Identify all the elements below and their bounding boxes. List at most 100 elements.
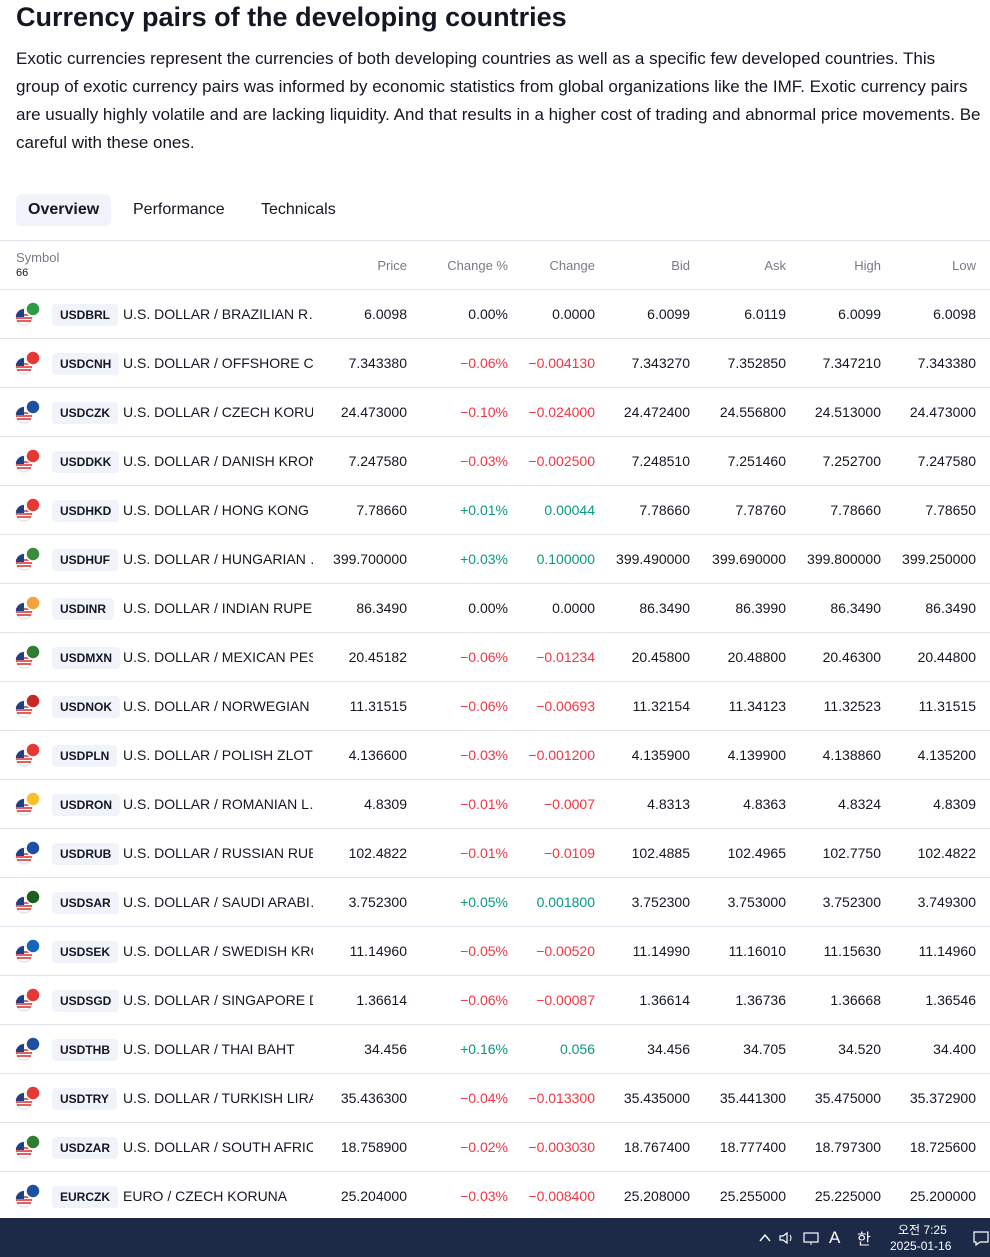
table-row[interactable]: USDBRL U.S. DOLLAR / BRAZILIAN R… 6.0098 0.… <box>0 289 990 339</box>
table-row[interactable]: USDTHB U.S. DOLLAR / THAI BAHT 34.456 +0.16… <box>0 1024 990 1074</box>
ticker-badge[interactable]: USDZAR <box>52 1137 118 1159</box>
flag-icon <box>15 1183 41 1208</box>
table-row[interactable]: USDCZK U.S. DOLLAR / CZECH KORU… 24.473000… <box>0 387 990 437</box>
value-cell: 35.441300 <box>719 1090 786 1106</box>
ticker-badge[interactable]: USDNOK <box>52 696 121 718</box>
symbol-count: 66 <box>16 267 29 279</box>
ticker-badge[interactable]: EURCZK <box>52 1186 118 1208</box>
table-row[interactable]: USDHKD U.S. DOLLAR / HONG KONG … 7.78660 +0… <box>0 485 990 535</box>
ticker-badge[interactable]: USDRUB <box>52 843 120 865</box>
value-cell: 1.36668 <box>830 992 881 1008</box>
value-cell: 20.44800 <box>917 649 976 665</box>
value-cell: 35.435000 <box>623 1090 690 1106</box>
pair-name: U.S. DOLLAR / THAI BAHT <box>123 1041 295 1057</box>
value-cell: 3.752300 <box>348 894 407 910</box>
pair-name: U.S. DOLLAR / SOUTH AFRIC… <box>123 1139 313 1155</box>
ticker-badge[interactable]: USDHUF <box>52 549 118 571</box>
value-cell: 20.45800 <box>631 649 690 665</box>
ticker-badge[interactable]: USDRON <box>52 794 121 816</box>
ticker-badge[interactable]: USDSAR <box>52 892 119 914</box>
flag-icon <box>15 350 41 375</box>
table-row[interactable]: USDZAR U.S. DOLLAR / SOUTH AFRIC… 18.75890… <box>0 1122 990 1172</box>
value-cell: −0.10% <box>460 404 508 420</box>
value-cell: 7.78660 <box>356 502 407 518</box>
ticker-badge[interactable]: USDINR <box>52 598 115 620</box>
value-cell: 11.31515 <box>349 698 407 714</box>
value-cell: 4.135200 <box>917 747 976 763</box>
value-cell: 86.3490 <box>830 600 881 616</box>
value-cell: 7.251460 <box>727 453 786 469</box>
pair-name: U.S. DOLLAR / TURKISH LIRA <box>123 1090 313 1106</box>
column-header: Bid <box>671 258 690 273</box>
ticker-badge[interactable]: USDBRL <box>52 304 118 326</box>
ticker-badge[interactable]: USDMXN <box>52 647 121 669</box>
value-cell: −0.01% <box>460 845 508 861</box>
value-cell: −0.008400 <box>528 1188 595 1204</box>
pair-name: U.S. DOLLAR / ROMANIAN L… <box>123 796 313 812</box>
value-cell: 102.4965 <box>727 845 786 861</box>
table-row[interactable]: USDPLN U.S. DOLLAR / POLISH ZLOTY 4.136600… <box>0 730 990 780</box>
value-cell: 25.204000 <box>340 1188 407 1204</box>
table-row[interactable]: USDINR U.S. DOLLAR / INDIAN RUPEE 86.3490 0… <box>0 583 990 633</box>
value-cell: 86.3990 <box>735 600 786 616</box>
value-cell: 34.520 <box>838 1041 881 1057</box>
value-cell: 20.48800 <box>727 649 786 665</box>
input-mode[interactable]: A <box>829 1228 841 1247</box>
ticker-badge[interactable]: USDHKD <box>52 500 120 522</box>
value-cell: −0.0109 <box>544 845 595 861</box>
value-cell: 24.472400 <box>623 404 690 420</box>
tab[interactable]: Technicals <box>261 201 336 218</box>
value-cell: 35.372900 <box>909 1090 976 1106</box>
table-row[interactable]: EURCZK EURO / CZECH KORUNA 25.204000 −0.03%… <box>0 1171 990 1221</box>
ticker-badge[interactable]: USDTHB <box>52 1039 118 1061</box>
value-cell: −0.001200 <box>528 747 595 763</box>
value-cell: 11.34123 <box>728 698 786 714</box>
value-cell: 0.00% <box>468 600 508 616</box>
value-cell: 6.0119 <box>744 306 786 322</box>
clock-date[interactable]: 2025-01-16 <box>890 1239 952 1253</box>
ticker-badge[interactable]: USDSGD <box>52 990 120 1012</box>
table-row[interactable]: USDHUF U.S. DOLLAR / HUNGARIAN … 399.70000… <box>0 534 990 584</box>
notification-icon[interactable] <box>972 1230 990 1246</box>
ticker-badge[interactable]: USDCNH <box>52 353 120 375</box>
table-row[interactable]: USDDKK U.S. DOLLAR / DANISH KRONE 7.247580… <box>0 436 990 486</box>
tab[interactable]: Overview <box>16 194 112 226</box>
value-cell: 0.056 <box>559 1041 595 1057</box>
ticker-badge[interactable]: USDTRY <box>52 1088 117 1110</box>
ticker-badge[interactable]: USDCZK <box>52 402 118 424</box>
tab[interactable]: Performance <box>133 201 225 218</box>
pair-name: U.S. DOLLAR / SAUDI ARABI… <box>123 894 313 910</box>
pair-name: EURO / CZECH KORUNA <box>123 1188 288 1204</box>
value-cell: −0.03% <box>460 453 508 469</box>
flag-icon <box>15 889 41 914</box>
value-cell: −0.00087 <box>536 992 595 1008</box>
value-cell: 11.14990 <box>632 943 690 959</box>
table-row[interactable]: USDTRY U.S. DOLLAR / TURKISH LIRA 35.43630… <box>0 1073 990 1123</box>
value-cell: 18.767400 <box>623 1139 690 1155</box>
value-cell: 399.250000 <box>902 551 976 567</box>
ticker-badge[interactable]: USDPLN <box>52 745 118 767</box>
table-row[interactable]: USDSGD U.S. DOLLAR / SINGAPORE D… 1.36614 −… <box>0 975 990 1025</box>
table-row[interactable]: USDRUB U.S. DOLLAR / RUSSIAN RUB… 102.4822… <box>0 828 990 878</box>
table-row[interactable]: USDSAR U.S. DOLLAR / SAUDI ARABI… 3.752300… <box>0 877 990 927</box>
clock-time[interactable]: 오전 7:25 <box>898 1223 947 1237</box>
table-row[interactable]: USDMXN U.S. DOLLAR / MEXICAN PESO 20.45182… <box>0 632 990 682</box>
ticker-badge[interactable]: USDSEK <box>52 941 119 963</box>
value-cell: 25.208000 <box>623 1188 690 1204</box>
value-cell: 399.700000 <box>333 551 407 567</box>
pair-name: U.S. DOLLAR / SWEDISH KRO… <box>123 943 313 959</box>
value-cell: 0.001800 <box>536 894 595 910</box>
value-cell: 1.36614 <box>356 992 407 1008</box>
ime-indicator[interactable]: 한 <box>857 1231 871 1248</box>
pair-name: U.S. DOLLAR / INDIAN RUPEE <box>123 600 313 616</box>
value-cell: +0.16% <box>460 1041 508 1057</box>
table-row[interactable]: USDNOK U.S. DOLLAR / NORWEGIAN … 11.31515 −… <box>0 681 990 731</box>
pair-name: U.S. DOLLAR / NORWEGIAN … <box>123 698 313 714</box>
value-cell: 86.3490 <box>356 600 407 616</box>
ticker-badge[interactable]: USDDKK <box>52 451 120 473</box>
value-cell: 4.8324 <box>838 796 881 812</box>
table-row[interactable]: USDCNH U.S. DOLLAR / OFFSHORE C… 7.343380 −… <box>0 338 990 388</box>
table-row[interactable]: USDRON U.S. DOLLAR / ROMANIAN L… 4.8309 −0.… <box>0 779 990 829</box>
